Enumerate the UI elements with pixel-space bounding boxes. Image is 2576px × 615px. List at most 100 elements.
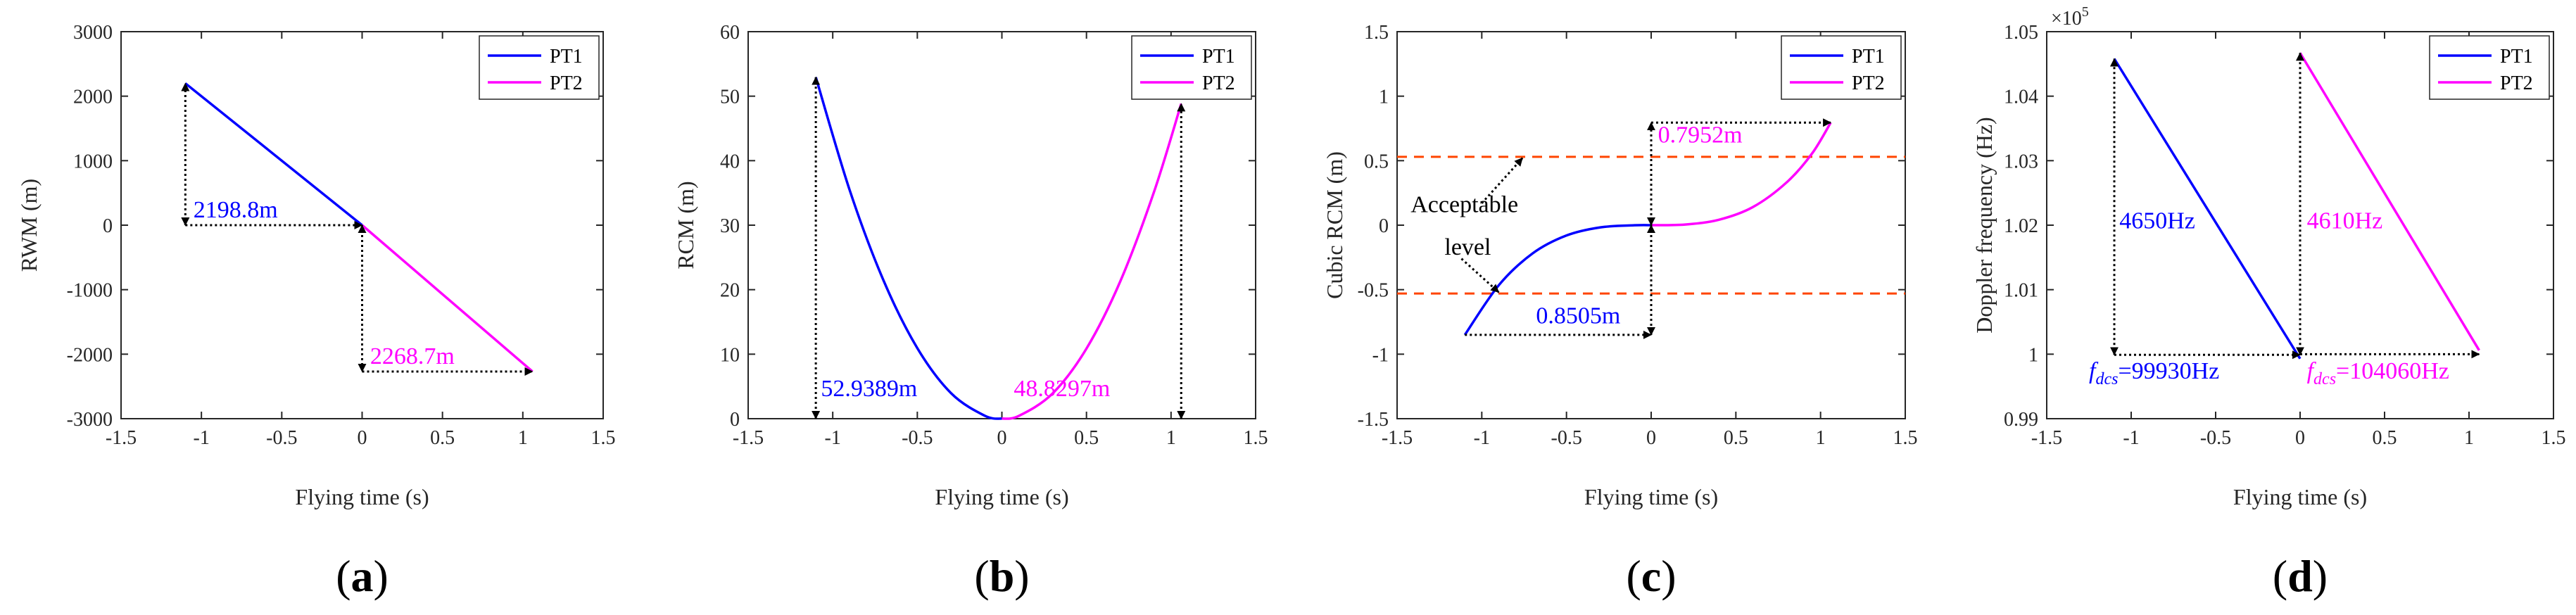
x-axis-label: Flying time (s) <box>295 484 429 509</box>
panel-label: (b) <box>974 551 1029 601</box>
annotation-label: 0.7952m <box>1658 122 1743 148</box>
series-line-pt1 <box>814 77 1002 420</box>
x-tick-label: 1 <box>2464 427 2474 449</box>
y-tick-label: 3000 <box>73 22 113 44</box>
y-axis-label: Doppler frequency (Hz) <box>1971 117 1997 333</box>
panel-label-close: ) <box>1661 551 1676 601</box>
y-axis-label: RCM (m) <box>673 181 698 269</box>
annotation-value: =99930Hz <box>2118 358 2219 384</box>
x-tick-label: -1 <box>1474 427 1490 449</box>
x-tick-label: 1.5 <box>1244 427 1268 449</box>
x-tick-label: -1.5 <box>2031 427 2062 449</box>
y-tick-label: 1.05 <box>2004 22 2038 44</box>
y-tick-label: 0.99 <box>2004 409 2038 431</box>
x-tick-label: 0.5 <box>1724 427 1748 449</box>
measurement-arrow <box>1460 258 1500 293</box>
y-tick-label: 1.03 <box>2004 151 2038 172</box>
x-tick-label: -0.5 <box>902 427 933 449</box>
panel-label-open: ( <box>1626 551 1641 601</box>
y-tick-label: 1 <box>1379 87 1389 108</box>
annotation-label: 4610Hz <box>2307 208 2383 234</box>
series-line-pt2 <box>361 224 533 373</box>
y-tick-label: -1000 <box>67 280 113 302</box>
y-tick-label: -1 <box>1372 344 1389 366</box>
panel-label-letter: a <box>351 551 374 601</box>
x-tick-label: -1 <box>2123 427 2139 449</box>
legend-entry-pt1: PT1 <box>1852 46 1885 68</box>
panel-label-open: ( <box>2273 551 2287 601</box>
y-tick-label: -3000 <box>67 409 113 431</box>
chart-panel-b: -1.5 -1 -0.5 0 0.5 1 1.5 0 10 20 30 40 50 60 Flying ti… <box>673 22 1268 601</box>
chart-panel-d: -1.5 -1 -0.5 0 0.5 1 1.5 0.99 1 1.01 1.02 1.03 1.04 1… <box>1971 4 2566 601</box>
panel-label-close: ) <box>374 551 389 601</box>
y-tick-label: 0 <box>1379 215 1389 237</box>
panel-label-letter: d <box>2287 551 2313 601</box>
legend-entry-pt2: PT2 <box>2500 72 2533 94</box>
series-line-pt2 <box>1650 122 1832 227</box>
legend-box <box>2429 35 2550 100</box>
x-tick-label: 0.5 <box>430 427 455 449</box>
x-tick-label: 1 <box>1816 427 1826 449</box>
y-tick-label: 1.02 <box>2004 215 2038 237</box>
y-tick-label: 10 <box>720 344 740 366</box>
annotation-label: 2198.8m <box>194 197 278 223</box>
y-tick-label: 1.01 <box>2004 280 2038 302</box>
x-tick-label: -0.5 <box>2200 427 2231 449</box>
x-axis-label: Flying time (s) <box>1584 484 1718 509</box>
annotation-subscript: dcs <box>2313 370 2336 388</box>
y-axis-label: Cubic RCM (m) <box>1322 151 1347 299</box>
panel-label-close: ) <box>2313 551 2328 601</box>
annotation-label: 52.9389m <box>821 376 917 402</box>
y-tick-label: 1.5 <box>1364 22 1389 44</box>
y-tick-label: -0.5 <box>1358 280 1389 302</box>
y-tick-label: 50 <box>720 87 740 108</box>
y-tick-label: 1.04 <box>2004 87 2038 108</box>
y-tick-label: 30 <box>720 215 740 237</box>
annotation-label: 4650Hz <box>2119 208 2195 234</box>
y-multiplier-label: ×105 <box>2051 4 2089 30</box>
annotation-label: Acceptable <box>1410 192 1518 218</box>
series-line-pt1 <box>184 82 363 227</box>
x-tick-label: -1.5 <box>1382 427 1413 449</box>
annotation-label: level <box>1444 234 1491 260</box>
x-axis-label: Flying time (s) <box>935 484 1068 509</box>
panel-label: (c) <box>1626 551 1676 601</box>
x-tick-label: 1 <box>1166 427 1176 449</box>
x-tick-label: 0 <box>997 427 1007 449</box>
y-tick-label: 0.5 <box>1364 151 1389 172</box>
x-tick-label: -1.5 <box>733 427 764 449</box>
x-tick-label: -0.5 <box>1551 427 1582 449</box>
annotation-label: 0.8505m <box>1536 303 1620 329</box>
legend-entry-pt1: PT1 <box>1202 46 1235 68</box>
y-tick-label: -2000 <box>67 344 113 366</box>
y-axis-label: RWM (m) <box>16 179 42 272</box>
x-tick-label: -0.5 <box>266 427 297 449</box>
x-tick-label: -1.5 <box>106 427 137 449</box>
legend-entry-pt2: PT2 <box>1202 72 1235 94</box>
panel-label-close: ) <box>1014 551 1029 601</box>
y-tick-label: 60 <box>720 22 740 44</box>
panel-label-open: ( <box>974 551 989 601</box>
annotation-label: fdcs=104060Hz <box>2307 358 2449 388</box>
legend-entry-pt2: PT2 <box>1852 72 1885 94</box>
y-tick-label: 0 <box>103 215 113 237</box>
annotation-label: 2268.7m <box>370 343 455 369</box>
annotation-label: fdcs=99930Hz <box>2089 358 2219 388</box>
panel-label: (d) <box>2273 551 2328 601</box>
y-tick-label: -1.5 <box>1358 409 1389 431</box>
x-tick-label: 1 <box>518 427 528 449</box>
y-tick-label: 0 <box>730 409 740 431</box>
y-tick-label: 1 <box>2028 344 2038 366</box>
x-tick-label: 1.5 <box>2542 427 2566 449</box>
panel-label-letter: b <box>990 551 1015 601</box>
x-tick-label: 0 <box>2295 427 2305 449</box>
series-line-pt2 <box>2299 52 2480 351</box>
y-tick-label: 1000 <box>73 151 113 172</box>
x-tick-label: 0.5 <box>1074 427 1099 449</box>
